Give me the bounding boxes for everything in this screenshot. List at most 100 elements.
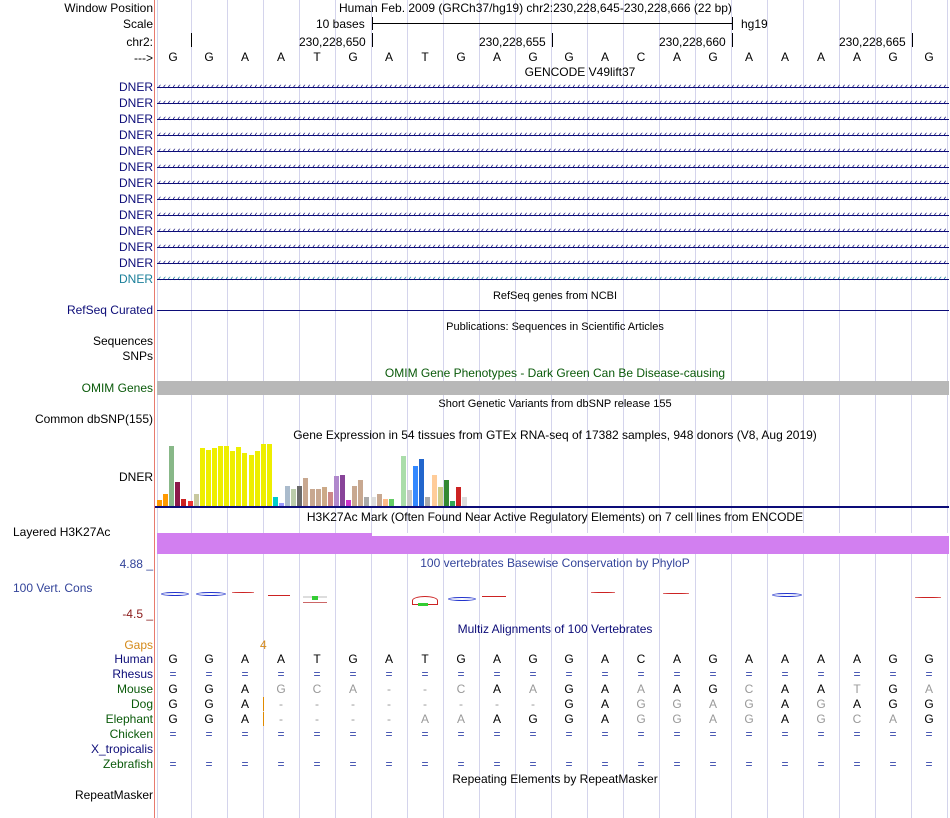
gtex-tissue-bar[interactable] xyxy=(218,446,223,506)
gencode-transcript-label[interactable]: DNER xyxy=(118,160,153,174)
gtex-tissue-bar[interactable] xyxy=(242,453,248,506)
refseq-gene-line[interactable] xyxy=(157,310,949,311)
gencode-transcript-line[interactable]: ‹‹‹‹‹‹‹‹‹‹‹‹‹‹‹‹‹‹‹‹‹‹‹‹‹‹‹‹‹‹‹‹‹‹‹‹‹‹‹‹… xyxy=(157,178,949,188)
gencode-transcript-line[interactable]: ‹‹‹‹‹‹‹‹‹‹‹‹‹‹‹‹‹‹‹‹‹‹‹‹‹‹‹‹‹‹‹‹‹‹‹‹‹‹‹‹… xyxy=(157,82,949,92)
publications-label-snps[interactable]: SNPs xyxy=(122,349,153,363)
omim-gene-bar[interactable] xyxy=(157,381,949,395)
gtex-tissue-bar[interactable] xyxy=(291,489,297,506)
multiz-species-label[interactable]: Elephant xyxy=(105,712,153,726)
gencode-transcript-label[interactable]: DNER xyxy=(118,208,153,222)
gencode-transcript-line[interactable]: ‹‹‹‹‹‹‹‹‹‹‹‹‹‹‹‹‹‹‹‹‹‹‹‹‹‹‹‹‹‹‹‹‹‹‹‹‹‹‹‹… xyxy=(157,114,949,124)
gtex-tissue-bar[interactable] xyxy=(346,500,352,506)
gtex-tissue-bar[interactable] xyxy=(321,487,327,506)
h3k27ac-signal[interactable] xyxy=(157,533,949,554)
multiz-species-label[interactable]: Rhesus xyxy=(112,667,153,681)
gtex-tissue-bar[interactable] xyxy=(437,487,443,506)
gtex-tissue-bar[interactable] xyxy=(327,492,333,506)
gencode-transcript-line[interactable]: ‹‹‹‹‹‹‹‹‹‹‹‹‹‹‹‹‹‹‹‹‹‹‹‹‹‹‹‹‹‹‹‹‹‹‹‹‹‹‹‹… xyxy=(157,130,949,140)
gtex-tissue-bar[interactable] xyxy=(449,501,455,506)
grid-line xyxy=(839,0,840,818)
gtex-tissue-bar[interactable] xyxy=(425,497,431,506)
gtex-tissue-bar[interactable] xyxy=(193,494,199,506)
gtex-tissue-bar[interactable] xyxy=(224,446,230,506)
gencode-transcript-line[interactable]: ‹‹‹‹‹‹‹‹‹‹‹‹‹‹‹‹‹‹‹‹‹‹‹‹‹‹‹‹‹‹‹‹‹‹‹‹‹‹‹‹… xyxy=(157,242,949,252)
dbsnp-label[interactable]: Common dbSNP(155) xyxy=(34,412,153,426)
gtex-tissue-bar[interactable] xyxy=(388,499,394,506)
gtex-tissue-bar[interactable] xyxy=(279,503,284,506)
gtex-tissue-bar[interactable] xyxy=(455,487,461,506)
gtex-tissue-bar[interactable] xyxy=(248,455,254,506)
gtex-tissue-bar[interactable] xyxy=(443,480,449,506)
multiz-species-label[interactable]: X_tropicalis xyxy=(90,742,153,756)
gtex-tissue-bar[interactable] xyxy=(211,448,217,506)
gtex-tissue-bar[interactable] xyxy=(382,499,388,506)
gtex-tissue-bar[interactable] xyxy=(175,482,181,506)
gencode-transcript-label[interactable]: DNER xyxy=(118,272,153,286)
gencode-transcript-line[interactable]: ‹‹‹‹‹‹‹‹‹‹‹‹‹‹‹‹‹‹‹‹‹‹‹‹‹‹‹‹‹‹‹‹‹‹‹‹‹‹‹‹… xyxy=(157,98,949,108)
multiz-species-label[interactable]: Chicken xyxy=(109,727,153,741)
gtex-tissue-bar[interactable] xyxy=(340,475,345,506)
multiz-species-label[interactable]: Zebrafish xyxy=(102,757,153,771)
multiz-species-label[interactable]: Mouse xyxy=(116,682,153,696)
publications-label-sequences[interactable]: Sequences xyxy=(92,334,153,348)
omim-label[interactable]: OMIM Genes xyxy=(81,381,153,395)
gtex-tissue-bar[interactable] xyxy=(254,451,260,506)
gtex-tissue-bar[interactable] xyxy=(272,497,278,506)
gtex-tissue-bar[interactable] xyxy=(407,490,413,506)
gtex-tissue-bar[interactable] xyxy=(370,497,376,506)
multiz-species-label[interactable]: Dog xyxy=(130,697,153,711)
gencode-transcript-label[interactable]: DNER xyxy=(118,144,153,158)
gtex-tissue-bar[interactable] xyxy=(413,466,419,506)
gtex-tissue-bar[interactable] xyxy=(297,486,303,506)
gencode-transcript-label[interactable]: DNER xyxy=(118,128,153,142)
gtex-tissue-bar[interactable] xyxy=(187,501,193,506)
gtex-tissue-bar[interactable] xyxy=(260,444,266,506)
gtex-tissue-bar[interactable] xyxy=(303,478,309,506)
gencode-transcript-line[interactable]: ‹‹‹‹‹‹‹‹‹‹‹‹‹‹‹‹‹‹‹‹‹‹‹‹‹‹‹‹‹‹‹‹‹‹‹‹‹‹‹‹… xyxy=(157,226,949,236)
gtex-tissue-bar[interactable] xyxy=(462,497,467,506)
gtex-tissue-bar[interactable] xyxy=(431,475,437,506)
gtex-tissue-bar[interactable] xyxy=(285,486,291,506)
gencode-transcript-line[interactable]: ‹‹‹‹‹‹‹‹‹‹‹‹‹‹‹‹‹‹‹‹‹‹‹‹‹‹‹‹‹‹‹‹‹‹‹‹‹‹‹‹… xyxy=(157,162,949,172)
gtex-tissue-bar[interactable] xyxy=(358,480,364,506)
scale-label: Scale xyxy=(122,17,153,31)
gtex-tissue-bar[interactable] xyxy=(376,494,382,506)
gencode-transcript-line[interactable]: ‹‹‹‹‹‹‹‹‹‹‹‹‹‹‹‹‹‹‹‹‹‹‹‹‹‹‹‹‹‹‹‹‹‹‹‹‹‹‹‹… xyxy=(157,194,949,204)
gencode-transcript-label[interactable]: DNER xyxy=(118,192,153,206)
gencode-transcript-label[interactable]: DNER xyxy=(118,176,153,190)
gtex-tissue-bar[interactable] xyxy=(315,489,321,506)
gtex-tissue-bar[interactable] xyxy=(352,486,358,506)
gencode-transcript-line[interactable]: ‹‹‹‹‹‹‹‹‹‹‹‹‹‹‹‹‹‹‹‹‹‹‹‹‹‹‹‹‹‹‹‹‹‹‹‹‹‹‹‹… xyxy=(157,210,949,220)
gtex-tissue-bar[interactable] xyxy=(364,497,370,506)
gtex-tissue-bar[interactable] xyxy=(236,447,242,506)
gtex-tissue-bar[interactable] xyxy=(230,451,236,506)
gtex-tissue-bar[interactable] xyxy=(157,500,162,506)
gtex-tissue-bar[interactable] xyxy=(199,448,205,506)
gtex-tissue-bar[interactable] xyxy=(169,446,175,506)
gtex-bar-chart[interactable] xyxy=(155,444,949,506)
gtex-tissue-bar[interactable] xyxy=(181,499,187,506)
gencode-transcript-label[interactable]: DNER xyxy=(118,96,153,110)
gencode-transcript-label[interactable]: DNER xyxy=(118,224,153,238)
gtex-tissue-bar[interactable] xyxy=(401,456,406,506)
gencode-transcript-label[interactable]: DNER xyxy=(118,80,153,94)
refseq-label[interactable]: RefSeq Curated xyxy=(66,303,153,317)
gencode-transcript-label[interactable]: DNER xyxy=(118,256,153,270)
multiz-species-label[interactable]: Human xyxy=(114,652,153,666)
gtex-tissue-bar[interactable] xyxy=(266,444,272,506)
gencode-transcript-line[interactable]: ‹‹‹‹‹‹‹‹‹‹‹‹‹‹‹‹‹‹‹‹‹‹‹‹‹‹‹‹‹‹‹‹‹‹‹‹‹‹‹‹… xyxy=(157,146,949,156)
gtex-tissue-bar[interactable] xyxy=(333,476,339,506)
phylop-label[interactable]: 100 Vert. Cons xyxy=(13,581,93,595)
gtex-label[interactable]: DNER xyxy=(118,470,153,484)
gencode-transcript-line[interactable]: ‹‹‹‹‹‹‹‹‹‹‹‹‹‹‹‹‹‹‹‹‹‹‹‹‹‹‹‹‹‹‹‹‹‹‹‹‹‹‹‹… xyxy=(157,258,949,268)
gencode-transcript-line[interactable]: ‹‹‹‹‹‹‹‹‹‹‹‹‹‹‹‹‹‹‹‹‹‹‹‹‹‹‹‹‹‹‹‹‹‹‹‹‹‹‹‹… xyxy=(157,274,949,284)
gtex-tissue-bar[interactable] xyxy=(205,450,211,506)
gtex-tissue-bar[interactable] xyxy=(163,494,169,506)
gencode-transcript-label[interactable]: DNER xyxy=(118,240,153,254)
gtex-tissue-bar[interactable] xyxy=(419,459,425,506)
assembly-position-text[interactable]: Human Feb. 2009 (GRCh37/hg19) chr2:230,2… xyxy=(339,1,732,15)
h3k27ac-label[interactable]: Layered H3K27Ac xyxy=(13,525,111,539)
gencode-transcript-label[interactable]: DNER xyxy=(118,112,153,126)
gtex-tissue-bar[interactable] xyxy=(309,489,315,506)
repeatmasker-label[interactable]: RepeatMasker xyxy=(74,788,153,802)
